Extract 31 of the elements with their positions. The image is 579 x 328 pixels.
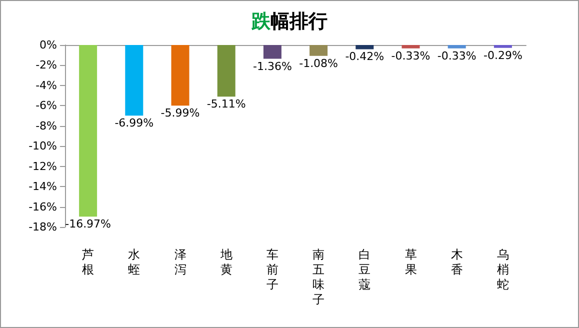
data-label: -0.29% — [483, 48, 522, 62]
x-tick-label: 木香 — [450, 248, 463, 276]
data-label: -0.33% — [437, 49, 476, 62]
data-label: -6.99% — [114, 116, 154, 130]
data-label: -5.99% — [160, 106, 200, 120]
y-tick-label: -18% — [28, 220, 57, 234]
x-tick-label: 南五味子 — [312, 248, 325, 306]
y-tick-label: -4% — [36, 78, 57, 92]
x-tick-label: 水蛭 — [128, 248, 140, 276]
x-tick-label: 泽泻 — [174, 248, 186, 276]
y-tick-label: -16% — [28, 200, 57, 214]
y-tick-label: -2% — [36, 58, 57, 72]
data-label: -5.11% — [206, 98, 246, 111]
y-tick-label: -10% — [28, 140, 57, 153]
data-label: -16.97% — [65, 218, 112, 231]
y-tick-label: -6% — [36, 99, 57, 112]
x-tick-label: 芦根 — [82, 248, 94, 276]
y-tick-label: -8% — [36, 119, 57, 132]
data-label: -0.33% — [391, 49, 430, 62]
y-tick-label: -14% — [28, 180, 57, 194]
y-tick-label: 0% — [40, 38, 57, 52]
x-tick-label: 白豆蔻 — [358, 248, 371, 292]
data-label: -0.42% — [345, 50, 384, 64]
y-tick-label: -12% — [28, 160, 57, 173]
x-tick-label: 草果 — [404, 248, 417, 276]
chart-title: 跌幅排行 — [250, 10, 328, 32]
x-tick-label: 地黄 — [219, 248, 232, 276]
data-label: -1.08% — [299, 56, 338, 70]
x-tick-label: 乌梢蛇 — [496, 248, 509, 292]
x-tick-label: 车前子 — [266, 248, 278, 292]
data-label: -1.36% — [252, 60, 292, 73]
